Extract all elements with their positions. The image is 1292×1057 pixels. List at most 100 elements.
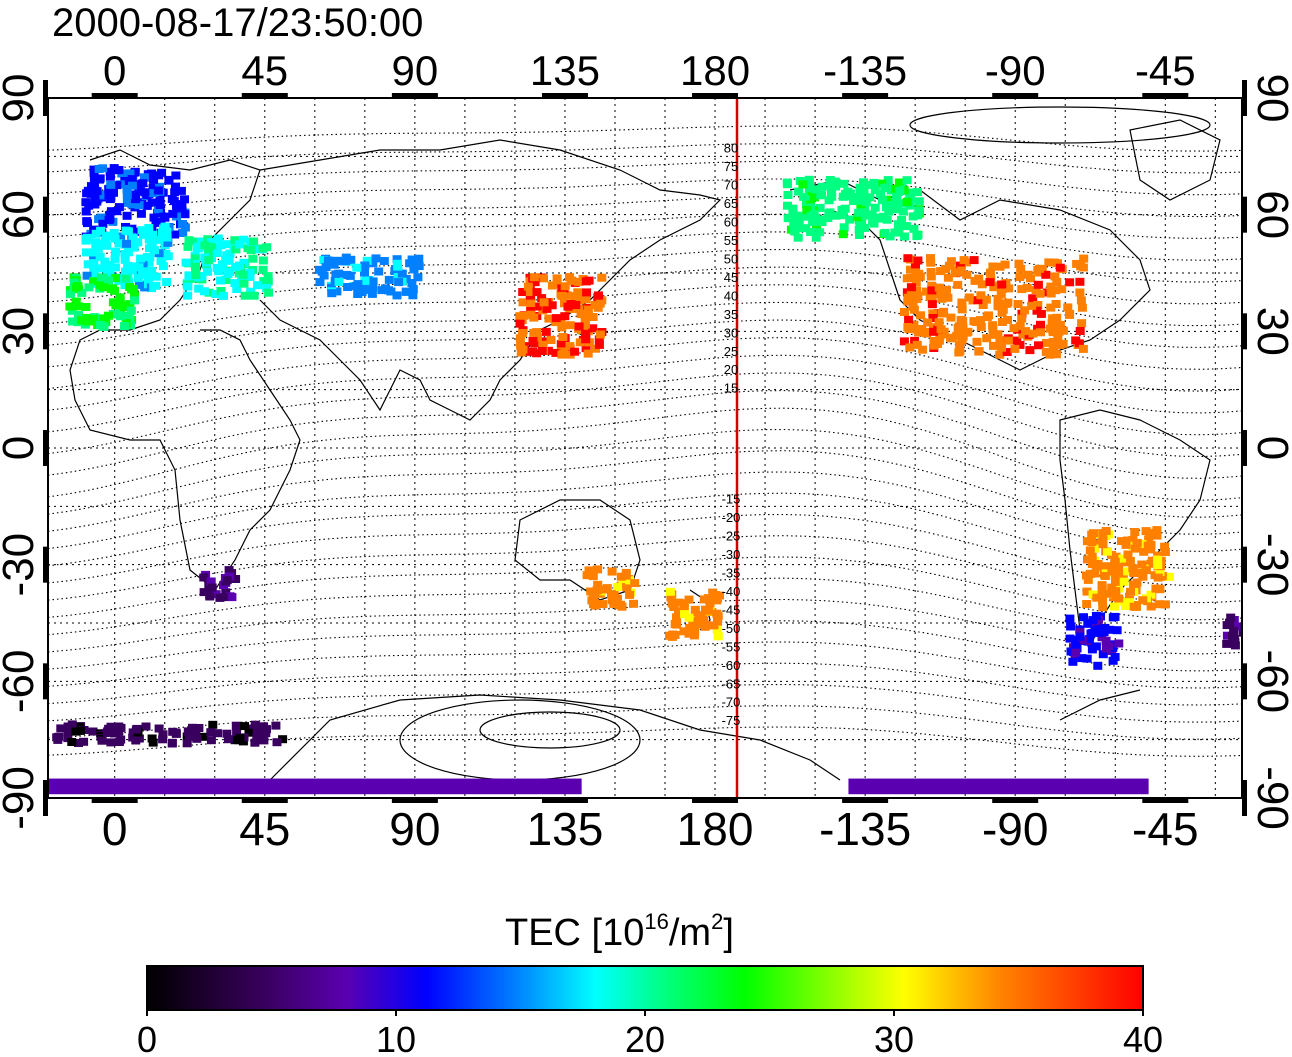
tec-cell xyxy=(342,270,351,279)
tec-cell xyxy=(581,329,591,338)
tec-cell xyxy=(867,210,877,219)
tec-cell xyxy=(159,224,168,233)
tec-cell xyxy=(1143,541,1153,550)
tec-cell xyxy=(1228,631,1237,640)
tec-cell xyxy=(367,289,377,298)
tec-cell xyxy=(138,267,147,276)
colorbar-title-sup2: 2 xyxy=(711,909,723,934)
tec-cell xyxy=(988,330,998,339)
tec-cell xyxy=(1075,627,1085,636)
tec-cell xyxy=(918,345,928,354)
tec-cell xyxy=(674,598,684,607)
tec-cell xyxy=(258,265,268,274)
tec-cell xyxy=(978,301,988,309)
tec-cell xyxy=(892,201,902,210)
tec-cell xyxy=(1257,641,1266,649)
tec-cell xyxy=(914,206,924,215)
left-tick-bar xyxy=(43,663,48,700)
tec-cell xyxy=(249,237,259,246)
tec-cell xyxy=(582,288,592,297)
tec-cell xyxy=(880,184,890,192)
tec-cell xyxy=(1114,594,1124,603)
tec-cell xyxy=(159,212,169,221)
tec-cell xyxy=(183,282,193,291)
tec-cell xyxy=(1111,587,1121,596)
mag-lat-label: 75 xyxy=(724,159,738,174)
tec-cell xyxy=(253,281,263,290)
tec-cell xyxy=(134,263,144,272)
tec-cell xyxy=(231,263,241,271)
tec-cell xyxy=(1075,288,1085,297)
tec-cell xyxy=(903,293,913,302)
tec-cell xyxy=(783,180,792,189)
tec-cell xyxy=(104,276,113,285)
tec-cell xyxy=(249,291,259,300)
tec-cell xyxy=(238,270,248,279)
tec-cell xyxy=(557,291,567,300)
tec-cell xyxy=(1153,573,1163,582)
tec-cell xyxy=(122,198,132,207)
tec-cell xyxy=(679,604,689,613)
tec-cell xyxy=(1160,600,1170,609)
right-lat-label: 0 xyxy=(1248,436,1292,460)
lat-lon-grid xyxy=(48,98,1242,798)
tec-cell xyxy=(794,219,804,228)
tec-cell xyxy=(1077,319,1087,328)
tec-cell xyxy=(145,272,154,280)
tec-cell xyxy=(946,313,956,322)
tec-cell xyxy=(518,288,528,296)
tec-cell xyxy=(321,263,331,271)
tec-cell xyxy=(1082,587,1092,596)
tec-cell xyxy=(1082,654,1092,663)
tec-cell xyxy=(976,322,986,331)
tec-cell xyxy=(192,734,202,743)
tec-cell xyxy=(878,196,887,205)
colorbar-tick-label: 20 xyxy=(625,1019,665,1057)
tec-cell xyxy=(1248,613,1257,621)
tec-cell xyxy=(899,337,909,346)
tec-cell xyxy=(584,566,594,575)
tec-cell xyxy=(995,262,1005,271)
tec-cell xyxy=(225,268,234,276)
tec-cell xyxy=(877,179,887,188)
tec-cell xyxy=(153,205,163,214)
tec-cell xyxy=(98,219,108,228)
tec-cell xyxy=(250,720,260,729)
tec-cell xyxy=(547,281,557,290)
tec-cell xyxy=(518,329,528,337)
tec-cell xyxy=(1089,529,1098,538)
right-lat-label: 30 xyxy=(1248,307,1292,356)
tec-cell xyxy=(959,256,969,265)
tec-cell xyxy=(594,335,604,344)
colorbar-tick-label: 30 xyxy=(874,1019,914,1057)
tec-cell xyxy=(252,733,262,742)
tec-cell xyxy=(207,238,217,246)
tec-cell xyxy=(1066,622,1076,631)
tec-cell xyxy=(903,323,913,331)
left-tick-bar xyxy=(43,546,48,583)
tec-cell xyxy=(137,226,147,235)
tec-cell xyxy=(1023,270,1033,279)
right-lat-label: -60 xyxy=(1248,650,1292,714)
tec-cell xyxy=(588,313,598,321)
tec-cell xyxy=(148,189,158,198)
tec-cell xyxy=(913,188,922,197)
tec-cell xyxy=(408,285,418,294)
mag-lat-label: -20 xyxy=(722,510,741,525)
tec-cell xyxy=(81,207,91,216)
tec-cell xyxy=(1055,320,1065,329)
tec-cell xyxy=(1139,547,1149,556)
tec-cell xyxy=(1121,540,1131,549)
tec-cell xyxy=(1098,595,1107,604)
tec-cell xyxy=(81,198,91,207)
tec-cell xyxy=(144,224,154,232)
tec-cell xyxy=(94,165,104,173)
tec-cell xyxy=(607,596,617,605)
tec-cell xyxy=(1065,614,1075,623)
tec-cell xyxy=(622,583,632,592)
tec-cell xyxy=(558,333,568,341)
tec-cell xyxy=(130,168,140,177)
tec-cell xyxy=(216,241,226,250)
tec-cell xyxy=(914,328,923,337)
bottom-lon-label: 180 xyxy=(677,803,754,855)
